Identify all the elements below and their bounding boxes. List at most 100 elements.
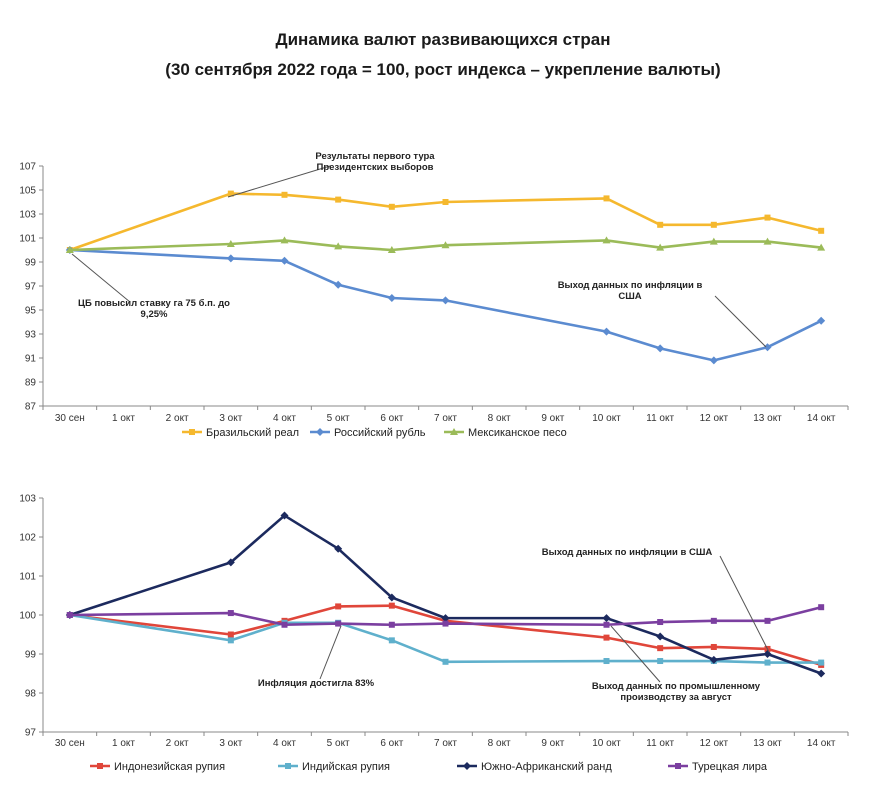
legend-entry: Индийская рупия — [302, 761, 390, 773]
x-tick-label: 5 окт — [327, 413, 350, 424]
data-point — [281, 191, 288, 198]
data-point — [818, 604, 825, 611]
data-point — [657, 658, 664, 665]
y-tick-label: 100 — [19, 611, 36, 622]
x-tick-label: 9 окт — [541, 413, 564, 424]
annotation-leader — [71, 253, 131, 303]
x-tick-label: 1 окт — [112, 413, 135, 424]
data-point — [656, 632, 665, 641]
chart-title: Динамика валют развивающихся стран — [275, 30, 611, 49]
y-tick-label: 103 — [19, 494, 36, 505]
data-point — [602, 236, 611, 244]
data-point — [335, 620, 342, 627]
legend-marker — [316, 428, 324, 436]
data-point — [710, 617, 717, 624]
data-point — [387, 294, 396, 302]
annotation-text: ЦБ повысил ставку га 75 б.п. до — [78, 298, 230, 309]
data-point — [226, 254, 235, 263]
annotation-text: Выход данных по инфляции в — [558, 280, 703, 291]
x-tick-label: 30 сен — [55, 738, 85, 749]
data-point — [441, 296, 450, 305]
y-tick-label: 93 — [25, 330, 37, 341]
x-tick-label: 10 окт — [592, 738, 621, 749]
x-tick-label: 9 окт — [541, 738, 564, 749]
data-point — [280, 256, 289, 265]
data-point — [603, 621, 610, 628]
data-point — [442, 199, 449, 205]
data-point — [817, 316, 826, 325]
data-point — [602, 327, 611, 336]
data-point — [227, 610, 234, 617]
y-tick-label: 102 — [19, 533, 36, 544]
data-point — [226, 558, 235, 567]
x-tick-label: 8 окт — [488, 738, 511, 749]
y-tick-label: 99 — [25, 258, 37, 269]
data-point — [602, 614, 611, 623]
annotation-leader — [227, 165, 331, 198]
x-tick-label: 13 окт — [753, 738, 782, 749]
data-point — [709, 356, 718, 365]
x-tick-label: 10 окт — [592, 413, 621, 424]
x-tick-label: 4 окт — [273, 738, 296, 749]
y-tick-label: 95 — [25, 306, 37, 317]
data-point — [387, 246, 396, 253]
data-point — [227, 631, 234, 638]
legend-marker — [675, 763, 681, 769]
legend-entry: Индонезийская рупия — [114, 761, 225, 773]
x-tick-label: 6 окт — [380, 738, 403, 749]
x-tick-label: 1 окт — [112, 738, 135, 749]
annotation-text: США — [618, 291, 641, 302]
legend-entry: Российский рубль — [334, 427, 426, 439]
data-point — [441, 241, 450, 249]
data-point — [334, 280, 343, 289]
data-point — [441, 614, 450, 623]
x-tick-label: 5 окт — [327, 738, 350, 749]
x-tick-label: 4 окт — [273, 413, 296, 424]
data-point — [442, 620, 449, 627]
data-point — [656, 344, 665, 353]
x-tick-label: 6 окт — [380, 413, 403, 424]
y-tick-label: 103 — [19, 210, 36, 221]
annotation-leader — [719, 555, 770, 653]
annotation-leader — [714, 295, 767, 348]
data-point — [603, 658, 610, 665]
x-tick-label: 13 окт — [753, 413, 782, 424]
data-point — [65, 246, 74, 253]
x-tick-label: 8 окт — [488, 413, 511, 424]
data-point — [603, 634, 610, 641]
legend-entry: Бразильский реал — [206, 427, 299, 439]
data-point — [226, 240, 235, 247]
legend-marker — [97, 763, 103, 769]
legend-marker — [450, 428, 458, 435]
annotation-text: Выход данных по промышленному — [592, 681, 761, 692]
y-tick-label: 98 — [25, 689, 37, 700]
data-point — [227, 637, 234, 644]
legend-marker — [285, 763, 291, 769]
x-tick-label: 7 окт — [434, 738, 457, 749]
legend-marker — [463, 762, 471, 770]
data-point — [709, 237, 718, 245]
data-point — [334, 544, 343, 553]
chart-subtitle: (30 сентября 2022 года = 100, рост индек… — [165, 60, 721, 79]
data-point — [656, 243, 665, 251]
x-tick-label: 12 окт — [700, 738, 729, 749]
annotation-leader — [319, 625, 342, 680]
data-point — [709, 655, 718, 664]
data-point — [388, 621, 395, 628]
data-point — [818, 659, 825, 666]
data-point — [388, 203, 395, 210]
y-tick-label: 97 — [25, 728, 37, 739]
x-tick-label: 3 окт — [219, 413, 242, 424]
x-tick-label: 7 окт — [434, 413, 457, 424]
y-tick-label: 101 — [19, 572, 36, 583]
annotation-text: производству за август — [620, 692, 732, 703]
x-tick-label: 30 сен — [55, 413, 85, 424]
annotation-text: Выход данных по инфляции в США — [542, 547, 713, 558]
data-point — [335, 603, 342, 610]
legend-entry: Мексиканское песо — [468, 427, 567, 439]
data-point — [657, 645, 664, 652]
data-point — [710, 221, 717, 228]
annotation-text: 9,25% — [141, 309, 168, 320]
